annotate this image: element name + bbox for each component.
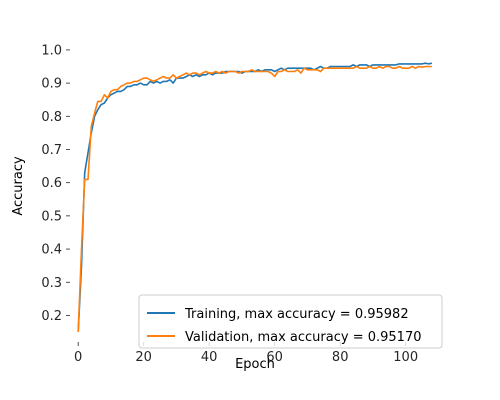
y-tick-label: 0.4 xyxy=(41,243,62,258)
y-tick-label: 0.7 xyxy=(41,143,62,158)
validation-accuracy-line xyxy=(77,65,432,333)
legend-label-training: Training, max accuracy = 0.95982 xyxy=(184,307,409,322)
y-axis: 0.2 0.3 0.4 0.5 0.6 0.7 0.8 0.9 1.0 xyxy=(41,43,70,324)
x-tick-label: 80 xyxy=(332,350,349,365)
x-tick-label: 0 xyxy=(74,350,82,365)
legend: Training, max accuracy = 0.95982 Validat… xyxy=(138,294,443,349)
y-tick-label: 0.8 xyxy=(41,110,62,125)
y-tick-label: 0.9 xyxy=(41,77,62,92)
y-tick-label: 0.2 xyxy=(41,309,62,324)
series-layer xyxy=(77,62,433,333)
legend-label-validation: Validation, max accuracy = 0.95170 xyxy=(185,330,421,345)
legend-frame xyxy=(138,294,443,349)
x-tick-label: 100 xyxy=(393,350,418,365)
x-axis-label: Epoch xyxy=(235,357,275,372)
y-tick-label: 0.5 xyxy=(41,209,62,224)
x-tick-label: 60 xyxy=(266,350,283,365)
y-tick-label: 1.0 xyxy=(41,43,62,58)
x-tick-label: 40 xyxy=(201,350,218,365)
y-tick-label: 0.6 xyxy=(41,176,62,191)
x-tick-label: 20 xyxy=(135,350,152,365)
training-accuracy-line xyxy=(77,62,433,333)
y-axis-label: Accuracy xyxy=(11,156,26,216)
y-tick-label: 0.3 xyxy=(41,276,62,291)
